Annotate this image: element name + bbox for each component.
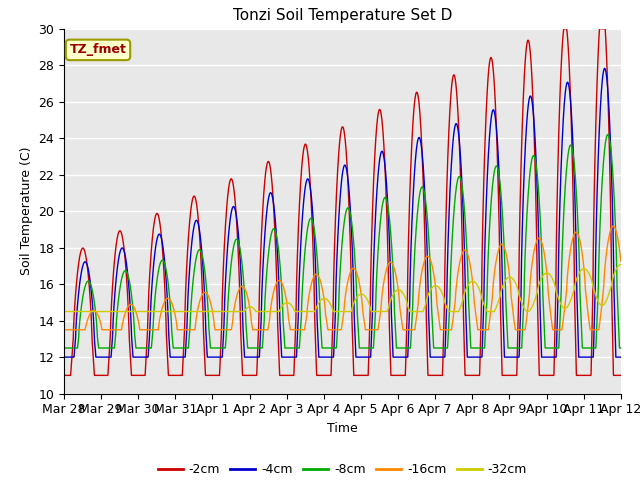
Legend: -2cm, -4cm, -8cm, -16cm, -32cm: -2cm, -4cm, -8cm, -16cm, -32cm (152, 458, 532, 480)
-2cm (179, 353, 187, 359)
-8cm (397, 345, 404, 351)
-8cm (216, 345, 223, 351)
-2cm (406, 174, 414, 180)
-16cm (397, 312, 404, 318)
-2cm (617, 372, 625, 378)
-4cm (397, 354, 404, 360)
-4cm (406, 264, 414, 270)
Line: -16cm: -16cm (64, 226, 621, 330)
-8cm (564, 153, 572, 159)
-8cm (60, 345, 68, 351)
-16cm (216, 327, 223, 333)
Title: Tonzi Soil Temperature Set D: Tonzi Soil Temperature Set D (233, 9, 452, 24)
-8cm (617, 345, 625, 351)
Text: TZ_fmet: TZ_fmet (70, 43, 127, 56)
-16cm (609, 223, 617, 229)
-4cm (216, 354, 223, 360)
Line: -4cm: -4cm (64, 68, 621, 357)
-16cm (180, 327, 188, 333)
-32cm (616, 262, 624, 267)
-2cm (216, 372, 223, 378)
Line: -2cm: -2cm (64, 29, 621, 375)
Y-axis label: Soil Temperature (C): Soil Temperature (C) (20, 147, 33, 276)
-2cm (564, 42, 572, 48)
-2cm (617, 372, 625, 378)
-2cm (560, 26, 568, 32)
X-axis label: Time: Time (327, 422, 358, 435)
-8cm (617, 345, 625, 351)
-16cm (617, 257, 625, 263)
-2cm (60, 372, 68, 378)
-4cm (617, 354, 625, 360)
-16cm (406, 327, 414, 333)
-8cm (604, 132, 612, 137)
-4cm (601, 65, 609, 71)
-32cm (617, 262, 625, 267)
-32cm (179, 309, 187, 314)
Line: -8cm: -8cm (64, 134, 621, 348)
-32cm (406, 309, 414, 314)
-2cm (397, 372, 404, 378)
-32cm (564, 303, 572, 309)
-16cm (564, 266, 572, 272)
-32cm (60, 309, 68, 314)
-8cm (179, 345, 187, 351)
-4cm (179, 354, 187, 360)
-16cm (617, 258, 625, 264)
-4cm (60, 354, 68, 360)
-16cm (60, 327, 68, 333)
-4cm (617, 354, 625, 360)
Line: -32cm: -32cm (64, 264, 621, 312)
-8cm (406, 345, 414, 351)
-4cm (564, 80, 572, 85)
-16cm (60, 327, 68, 333)
-32cm (397, 288, 404, 293)
-32cm (216, 309, 223, 314)
